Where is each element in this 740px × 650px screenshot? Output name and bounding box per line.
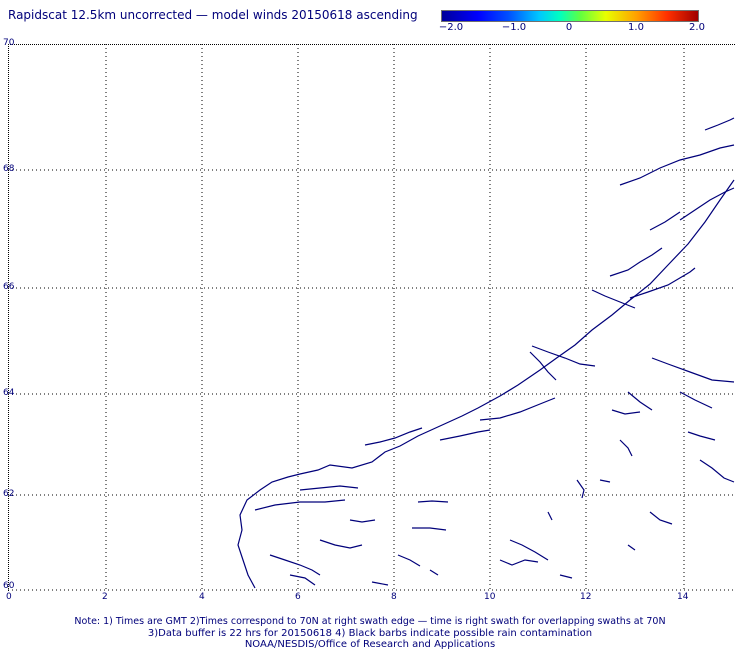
lat-label-62: 62 — [3, 489, 15, 499]
lon-label-2: 2 — [102, 592, 108, 602]
colorbar-label-neg1: −1.0 — [501, 22, 527, 33]
lat-label-66: 66 — [3, 282, 15, 292]
lat-label-60: 60 — [3, 581, 15, 591]
lon-label-8: 8 — [391, 592, 397, 602]
lon-label-14: 14 — [677, 592, 689, 602]
colorbar-label-1: 1.0 — [628, 22, 644, 33]
lat-label-68: 68 — [3, 164, 15, 174]
lat-label-70: 70 — [3, 38, 15, 48]
colorbar-label-0: 0 — [565, 22, 573, 33]
note-line-2: 3)Data buffer is 22 hrs for 20150618 4) … — [147, 628, 593, 639]
lon-label-4: 4 — [199, 592, 205, 602]
coastline — [237, 117, 735, 589]
map-title: Rapidscat 12.5km uncorrected — model win… — [8, 8, 418, 22]
note-line-3: NOAA/NESDIS/Office of Research and Appli… — [244, 639, 496, 650]
map-plot-area — [8, 44, 735, 591]
grid-lines — [8, 44, 734, 591]
lon-label-12: 12 — [580, 592, 592, 602]
lon-label-10: 10 — [484, 592, 496, 602]
note-line-1: Note: 1) Times are GMT 2)Times correspon… — [74, 616, 666, 627]
lat-label-64: 64 — [3, 388, 15, 398]
lon-label-6: 6 — [295, 592, 301, 602]
colorbar-label-2: 2.0 — [689, 22, 705, 33]
color-scale-bar — [441, 10, 699, 22]
colorbar-label-neg2: −2.0 — [438, 22, 464, 33]
lon-label-0: 0 — [6, 592, 12, 602]
